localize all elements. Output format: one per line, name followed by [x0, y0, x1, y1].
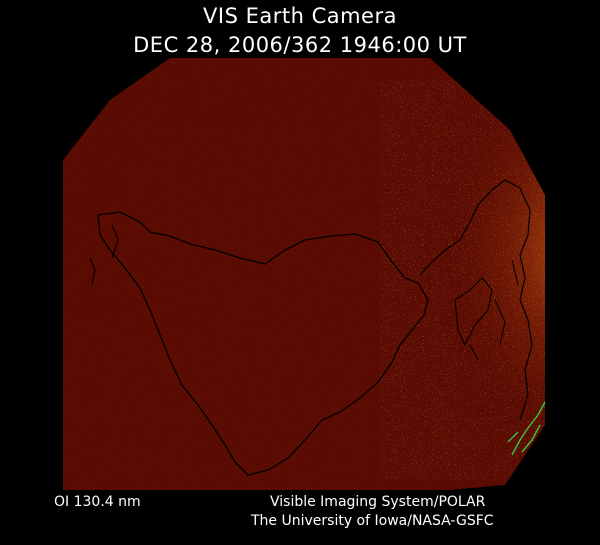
institution-label: The University of Iowa/NASA-GSFC [251, 513, 494, 529]
eastern-coastline [419, 179, 533, 421]
peninsula-coastline [89, 224, 119, 285]
terminator-line [507, 401, 546, 456]
image-timestamp: DEC 28, 2006/362 1946:00 UT [133, 33, 467, 57]
image-title: VIS Earth Camera [203, 4, 397, 28]
earth-camera-image [63, 58, 546, 490]
wavelength-label: OI 130.4 nm [54, 494, 141, 510]
instrument-label: Visible Imaging System/POLAR [270, 494, 486, 510]
faint-speckle [63, 60, 543, 490]
island-coastline [454, 277, 493, 347]
continent-coastline [97, 211, 429, 476]
island-coastline-2 [469, 259, 519, 361]
